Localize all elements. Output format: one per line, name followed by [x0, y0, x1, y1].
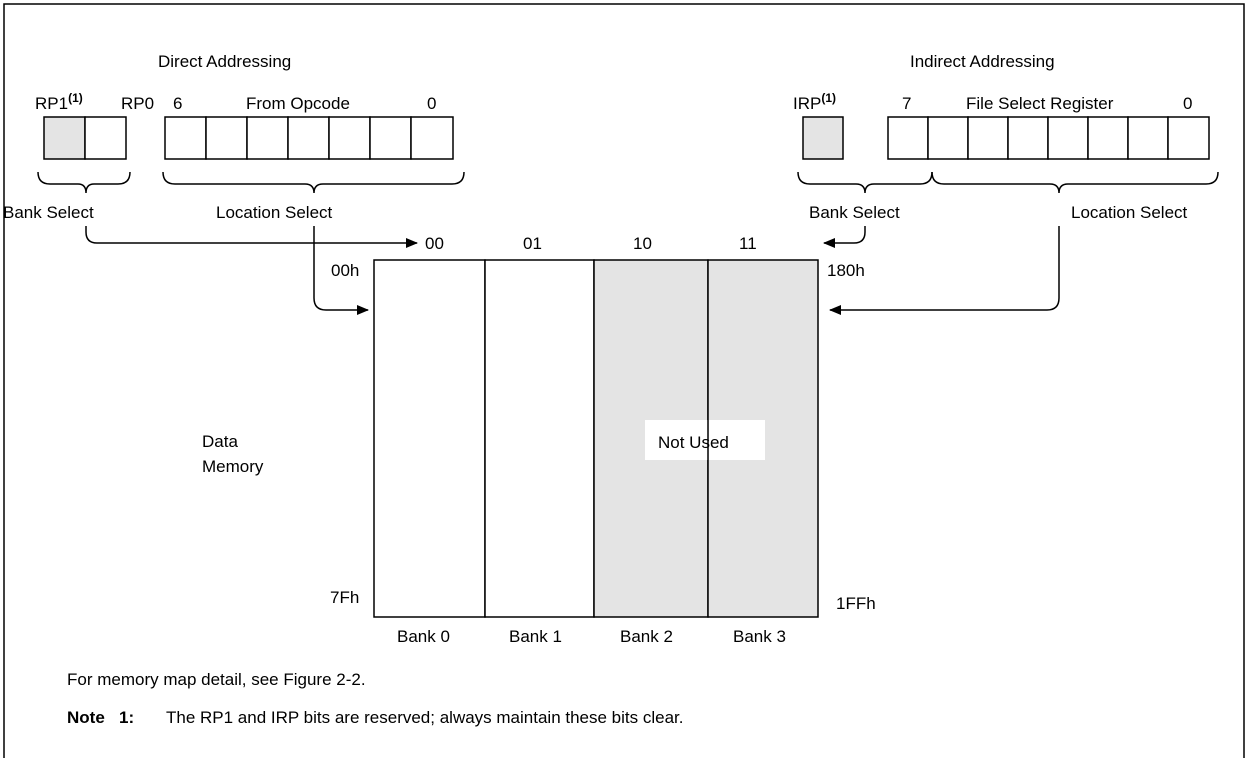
addr-bottom-left: 7Fh — [330, 588, 359, 607]
opcode-register — [164, 116, 454, 160]
indirect-location-brace — [931, 171, 1219, 194]
fsr-register — [887, 116, 1210, 160]
irp-bit-cell — [802, 116, 844, 160]
rp1-bit-cell — [43, 116, 86, 160]
indirect-location-select-label: Location Select — [1071, 203, 1188, 222]
direct-bank-select-label: Bank Select — [3, 203, 94, 222]
direct-location-brace — [162, 171, 465, 194]
fsr-high-bit: 7 — [902, 94, 911, 113]
addr-top-left: 00h — [331, 261, 359, 280]
data-memory-label-line1: Data — [202, 432, 238, 451]
indirect-bank-select-label: Bank Select — [809, 203, 900, 222]
direct-bank-brace — [37, 171, 131, 194]
memory-map-detail-note: For memory map detail, see Figure 2-2. — [67, 670, 366, 689]
opcode-high-bit: 6 — [173, 94, 182, 113]
bank-name-0: Bank 0 — [397, 627, 450, 646]
indirect-location-select-arrow — [829, 226, 1060, 315]
bank-1-region — [484, 259, 595, 618]
bank-code-2: 10 — [633, 234, 652, 253]
rp0-label: RP0 — [121, 94, 154, 113]
bank-code-0: 00 — [425, 234, 444, 253]
opcode-low-bit: 0 — [427, 94, 436, 113]
direct-location-select-label: Location Select — [216, 203, 333, 222]
irp-label: IRP(1) — [793, 91, 836, 113]
bank-name-1: Bank 1 — [509, 627, 562, 646]
indirect-bank-brace — [797, 171, 933, 194]
direct-bank-select-arrow — [85, 226, 418, 248]
not-used-label: Not Used — [658, 433, 729, 452]
note-text: The RP1 and IRP bits are reserved; alway… — [166, 708, 684, 727]
note-label: Note — [67, 708, 105, 727]
addr-bottom-right: 1FFh — [836, 594, 876, 613]
fsr-label: File Select Register — [966, 94, 1114, 113]
bank-code-1: 01 — [523, 234, 542, 253]
bank-name-3: Bank 3 — [733, 627, 786, 646]
rp1-label: RP1(1) — [35, 91, 83, 113]
indirect-bank-select-arrow — [823, 226, 866, 248]
rp0-bit-cell — [84, 116, 127, 160]
bank-0-region — [373, 259, 486, 618]
fsr-low-bit: 0 — [1183, 94, 1192, 113]
opcode-label: From Opcode — [246, 94, 350, 113]
bank-code-3: 11 — [739, 234, 757, 253]
data-memory-label-line2: Memory — [202, 457, 264, 476]
note-number: 1: — [119, 708, 134, 727]
direct-addressing-title: Direct Addressing — [158, 52, 291, 71]
frame-border — [3, 3, 1245, 758]
direct-location-select-arrow — [313, 226, 369, 315]
addr-top-right: 180h — [827, 261, 865, 280]
indirect-addressing-title: Indirect Addressing — [910, 52, 1055, 71]
not-used-label-box: Not Used — [645, 420, 765, 460]
bank-name-2: Bank 2 — [620, 627, 673, 646]
